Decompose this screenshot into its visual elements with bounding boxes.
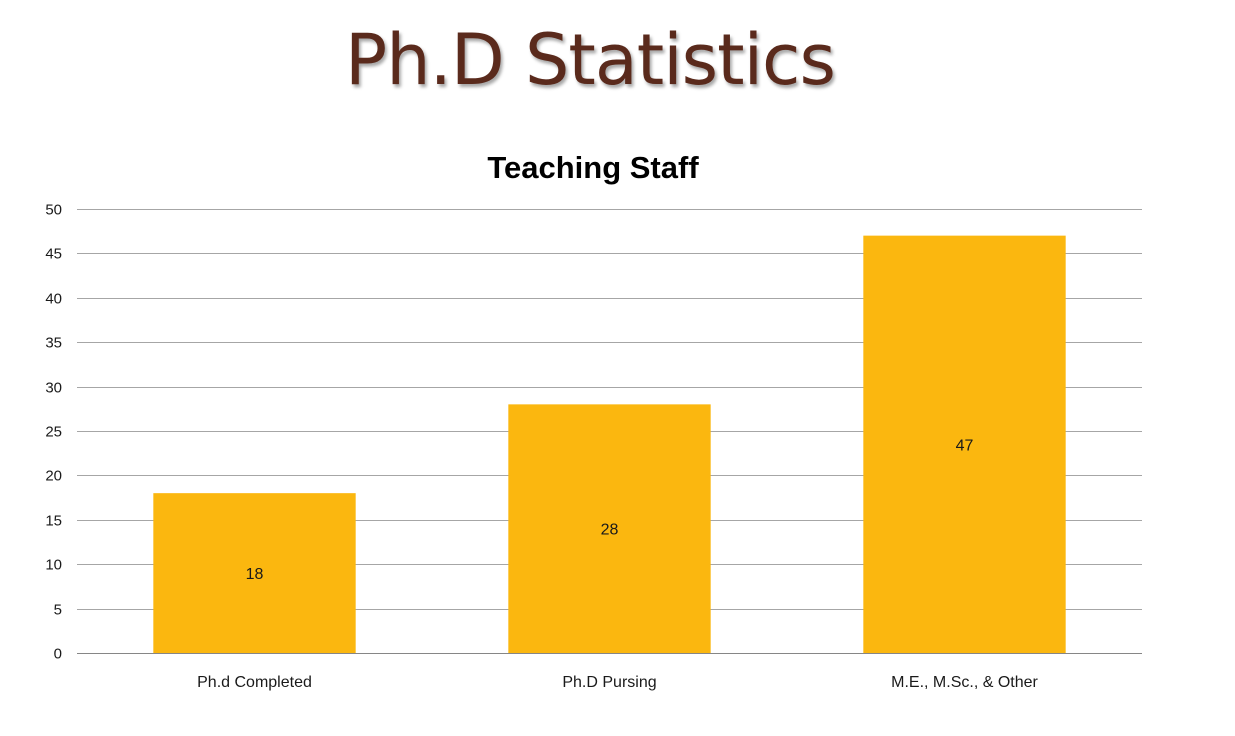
bar-value-label: 18 <box>246 566 264 583</box>
y-tick-label: 25 <box>45 424 62 441</box>
x-tick-label: Ph.d Completed <box>197 674 312 691</box>
y-tick-label: 40 <box>45 291 62 308</box>
chart-title: Teaching Staff <box>487 150 699 185</box>
y-tick-label: 0 <box>54 646 62 663</box>
y-tick-label: 5 <box>54 602 62 619</box>
page-title: Ph.D Statistics <box>345 19 836 101</box>
bar-value-label: 28 <box>601 522 619 539</box>
data-labels: 18 28 47 <box>246 437 974 583</box>
y-tick-label: 50 <box>45 202 62 219</box>
y-tick-label: 10 <box>45 557 62 574</box>
y-tick-label: 45 <box>45 246 62 263</box>
bar <box>153 493 356 653</box>
x-axis: Ph.d Completed Ph.D Pursing M.E., M.Sc., &… <box>197 674 1038 691</box>
y-tick-label: 30 <box>45 380 62 397</box>
x-tick-label: M.E., M.Sc., & Other <box>891 674 1038 691</box>
y-tick-label: 35 <box>45 335 62 352</box>
bar-value-label: 47 <box>956 437 974 454</box>
bar <box>863 235 1066 653</box>
y-tick-label: 20 <box>45 468 62 485</box>
y-tick-label: 15 <box>45 513 62 530</box>
x-tick-label: Ph.D Pursing <box>562 674 656 691</box>
y-axis: 0 5 10 15 20 25 30 35 40 45 50 <box>45 202 62 663</box>
bar <box>508 404 711 653</box>
bars <box>153 235 1066 653</box>
